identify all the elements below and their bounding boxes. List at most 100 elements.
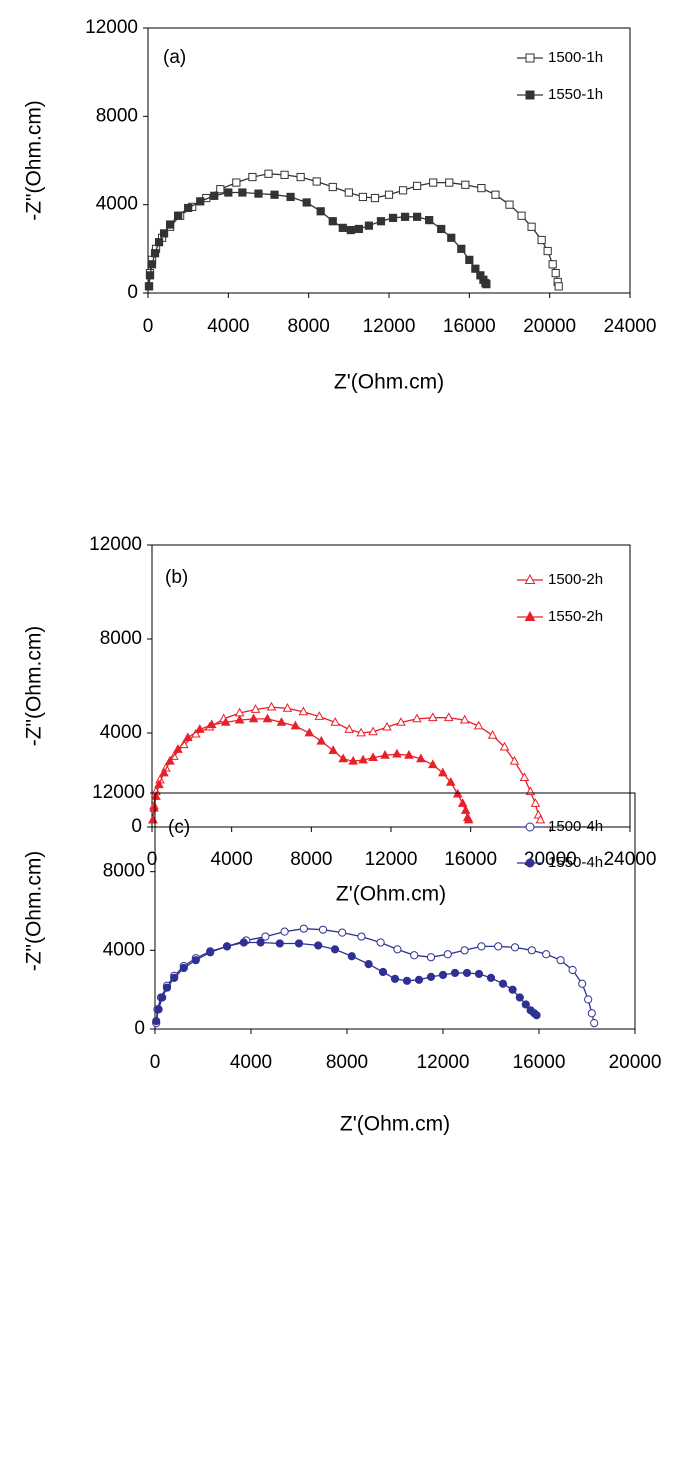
marker	[359, 193, 366, 200]
legend-label: 1500-2h	[548, 571, 603, 588]
marker	[155, 1006, 162, 1013]
marker	[403, 977, 410, 984]
marker	[461, 947, 468, 954]
marker	[155, 239, 162, 246]
marker	[281, 928, 288, 935]
marker	[317, 208, 324, 215]
marker	[250, 715, 258, 722]
marker	[379, 968, 386, 975]
y-tick-label: 12000	[85, 17, 138, 38]
marker	[358, 933, 365, 940]
marker	[329, 746, 337, 753]
marker	[399, 187, 406, 194]
y-tick-label: 4000	[103, 939, 145, 960]
marker	[451, 969, 458, 976]
legend-label: 1550-2h	[548, 608, 603, 625]
x-axis-label: Z'(Ohm.cm)	[334, 371, 444, 394]
marker	[557, 957, 564, 964]
x-tick-label: 8000	[288, 316, 330, 337]
marker	[345, 189, 352, 196]
plot-frame	[148, 28, 630, 293]
marker	[171, 974, 178, 981]
panel-label: (c)	[168, 817, 190, 838]
y-tick-label: 0	[134, 1018, 145, 1039]
marker	[268, 703, 276, 710]
marker	[549, 261, 556, 268]
legend-marker	[526, 859, 534, 867]
marker	[300, 925, 307, 932]
marker	[427, 973, 434, 980]
legend-label: 1500-4h	[548, 818, 603, 835]
marker	[499, 980, 506, 987]
marker	[533, 1012, 540, 1019]
marker	[365, 222, 372, 229]
x-tick-label: 0	[143, 316, 154, 337]
x-tick-label: 20000	[523, 316, 576, 337]
series-line	[149, 193, 486, 287]
marker	[544, 247, 551, 254]
x-tick-label: 8000	[290, 849, 332, 870]
x-tick-label: 8000	[326, 1052, 368, 1073]
marker	[478, 185, 485, 192]
chart: 0400080001200004000800012000160002000024…	[0, 0, 676, 1477]
marker	[426, 217, 433, 224]
marker	[249, 173, 256, 180]
marker	[438, 225, 445, 232]
marker	[148, 261, 155, 268]
legend-label: 1550-4h	[548, 854, 603, 871]
marker	[192, 957, 199, 964]
marker	[339, 224, 346, 231]
marker	[239, 189, 246, 196]
marker	[211, 192, 218, 199]
marker	[458, 245, 465, 252]
marker	[377, 218, 384, 225]
marker	[520, 773, 528, 780]
marker	[265, 170, 272, 177]
marker	[153, 1018, 160, 1025]
marker	[463, 969, 470, 976]
marker	[365, 961, 372, 968]
marker	[489, 731, 497, 738]
marker	[585, 996, 592, 1003]
x-tick-label: 4000	[207, 316, 249, 337]
page: {"chart_data": [ {"type": "line", "label…	[0, 0, 676, 1477]
marker	[472, 265, 479, 272]
y-tick-label: 12000	[92, 782, 145, 803]
x-tick-label: 20000	[609, 1052, 662, 1073]
x-tick-label: 16000	[444, 849, 497, 870]
marker	[462, 181, 469, 188]
marker	[483, 281, 490, 288]
marker	[446, 179, 453, 186]
marker	[475, 970, 482, 977]
marker	[184, 733, 192, 740]
marker	[315, 942, 322, 949]
marker	[569, 966, 576, 973]
x-tick-label: 16000	[513, 1052, 566, 1073]
y-axis-label: -Z"(Ohm.cm)	[23, 851, 46, 972]
marker	[555, 283, 562, 290]
marker	[166, 221, 173, 228]
marker	[391, 975, 398, 982]
marker	[429, 713, 437, 720]
legend-marker	[526, 91, 534, 99]
marker	[348, 953, 355, 960]
marker	[538, 236, 545, 243]
marker	[478, 943, 485, 950]
marker	[149, 816, 157, 823]
marker	[151, 250, 158, 257]
marker	[394, 946, 401, 953]
marker	[439, 971, 446, 978]
legend-label: 1500-1h	[548, 49, 603, 66]
marker	[377, 939, 384, 946]
y-axis-label: -Z"(Ohm.cm)	[23, 626, 46, 747]
marker	[411, 952, 418, 959]
marker	[459, 799, 467, 806]
marker	[146, 272, 153, 279]
marker	[159, 994, 166, 1001]
marker	[385, 191, 392, 198]
marker	[427, 954, 434, 961]
marker	[255, 190, 262, 197]
marker	[297, 173, 304, 180]
marker	[225, 189, 232, 196]
marker	[355, 225, 362, 232]
